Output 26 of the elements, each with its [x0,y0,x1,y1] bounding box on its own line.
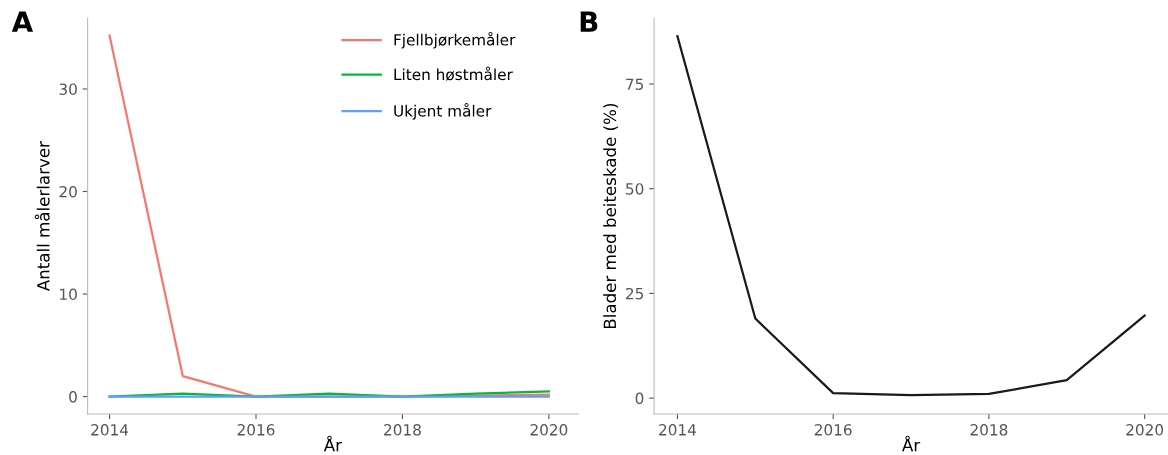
chart-title: A [11,11,34,32]
x-tick-label: 2016 [237,424,275,436]
y-tick-label: 75 [626,78,644,90]
y-tick-label: 10 [60,288,77,301]
line-series [676,35,1146,397]
y-tick-label: 0 [69,391,77,403]
y-tick-label: 30 [59,83,77,95]
y-tick-label: 0 [635,392,644,405]
y-tick-label: 50 [626,183,644,195]
x-tick-label: 2014 [659,424,697,436]
x-tick-label: 2018 [970,424,1008,436]
x-tick-label: 2014 [91,424,129,436]
x-axis-title: År [902,435,921,452]
x-axis-title: År [323,435,343,452]
x-tick-label: 2016 [814,424,852,436]
x-tick-label: 2020 [530,424,568,436]
chart-title: B [580,11,598,32]
y-tick-label: 20 [59,185,77,198]
legend-label: Ukjent måler [394,103,492,120]
legend-label: Fjellbjørkemåler [394,31,516,49]
y-axis-title: Blader med beiteskade (%) [603,104,619,329]
x-tick-label: 2020 [1126,424,1164,436]
legend-label: Liten høstmåler [394,66,513,81]
y-tick-label: 25 [626,287,644,300]
y-axis-title: Antall målerlarver [34,141,50,292]
x-tick-label: 2018 [384,424,421,436]
